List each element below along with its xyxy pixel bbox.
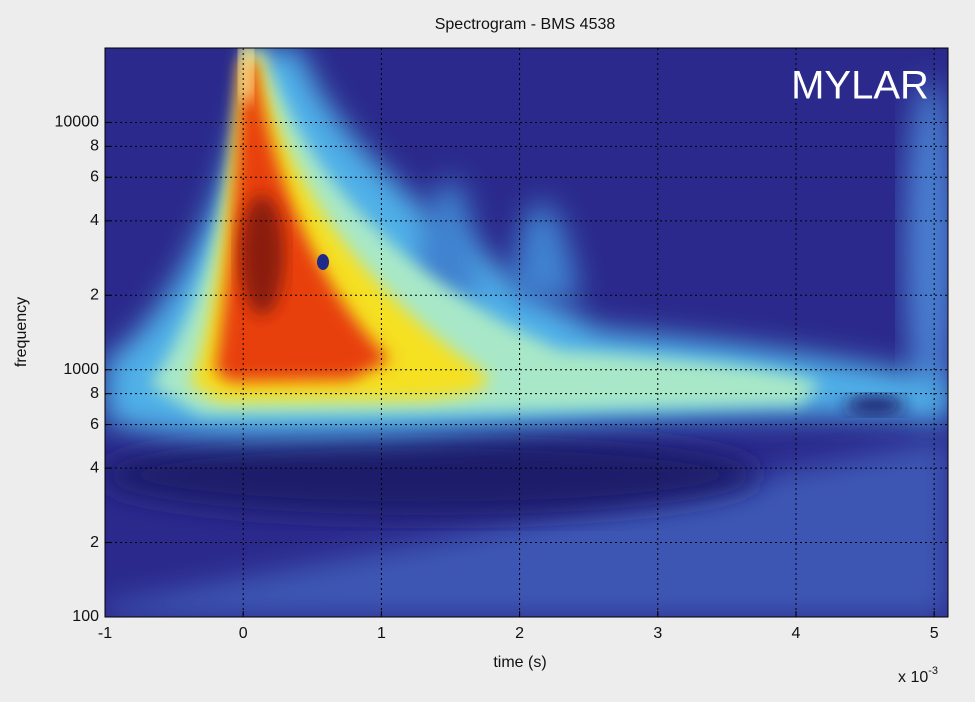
y-tick-label: 8: [90, 138, 99, 155]
y-tick-label: 8: [90, 385, 99, 402]
x-multiplier-exponent: -3: [928, 665, 938, 677]
y-axis-label: frequency: [13, 297, 30, 367]
x-axis-label: time (s): [493, 654, 546, 671]
x-multiplier: x 10-3: [898, 665, 938, 686]
x-tick-label: -1: [98, 625, 112, 642]
y-tick-label: 6: [90, 169, 99, 186]
y-tick-label: 4: [90, 459, 99, 476]
grid: [104, 48, 948, 618]
x-tick-label: 5: [930, 625, 939, 642]
x-tick-label: 3: [653, 625, 662, 642]
y-tick-label: 10000: [55, 114, 100, 131]
y-tick-label: 100: [72, 608, 99, 625]
y-tick-label: 1000: [63, 361, 99, 378]
axes-frame: [104, 47, 949, 618]
x-tick-label: 4: [792, 625, 801, 642]
chart-title: Spectrogram - BMS 4538: [435, 16, 616, 33]
x-multiplier-base: x 10: [898, 669, 928, 686]
spectrogram-image: [105, 48, 948, 617]
y-tick-label: 2: [90, 534, 99, 551]
x-tick-label: 1: [377, 625, 386, 642]
y-tick-label: 2: [90, 286, 99, 303]
y-tick-label: 6: [90, 416, 99, 433]
x-tick-label: 0: [239, 625, 248, 642]
x-tick-label: 2: [515, 625, 524, 642]
y-tick-label: 4: [90, 212, 99, 229]
annotation: MYLAR: [791, 64, 929, 108]
